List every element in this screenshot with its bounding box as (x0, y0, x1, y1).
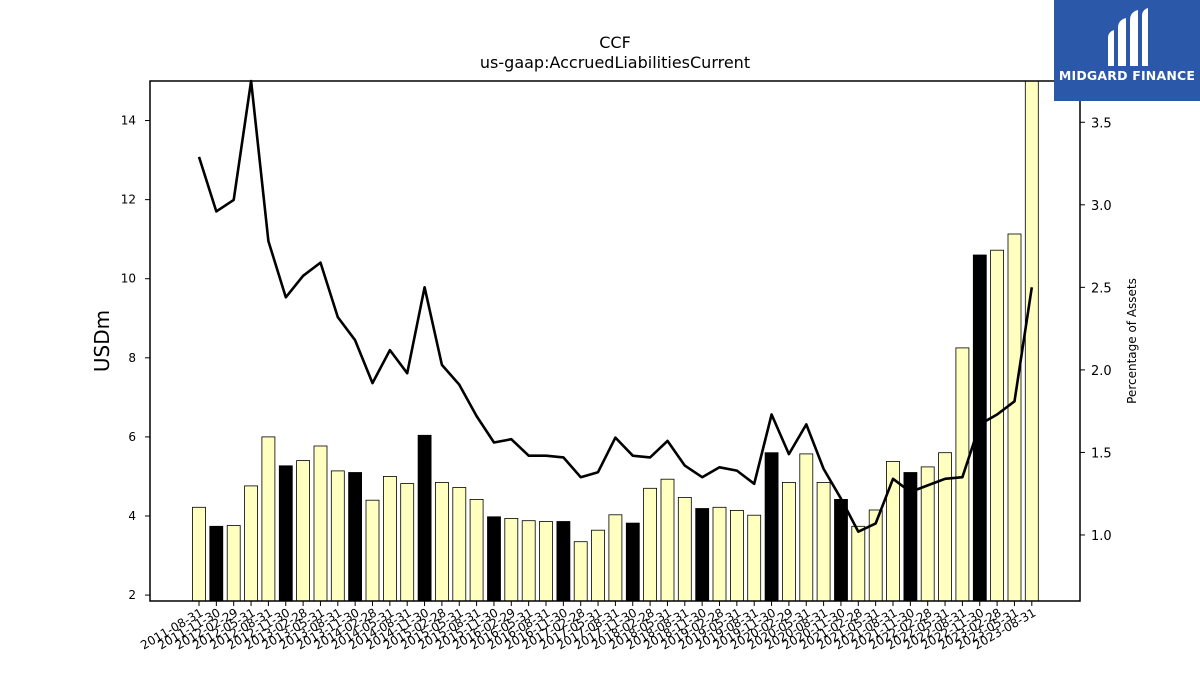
bar (851, 525, 866, 602)
bar (434, 481, 449, 602)
bar (400, 483, 415, 602)
y-tick-label-left: 4 (128, 509, 136, 523)
bar (834, 498, 848, 602)
bar (469, 498, 484, 602)
bar (382, 475, 397, 602)
bar (330, 470, 345, 602)
y-axis-right-label: Percentage of Assets (1125, 278, 1139, 404)
bar (452, 487, 467, 602)
series-line (197, 79, 1034, 534)
bar (573, 541, 588, 602)
bars-layer (192, 80, 1039, 602)
bar (365, 499, 380, 602)
bar (712, 506, 727, 602)
bar (487, 516, 501, 602)
bar (764, 452, 779, 602)
x-axis: 2011-08-312011-11-302012-02-292012-05-31… (138, 601, 1038, 652)
bar (504, 518, 519, 602)
bar (695, 508, 710, 602)
bar (625, 522, 640, 602)
chart-subtitle: us-gaap:AccruedLiabilitiesCurrent (480, 53, 750, 72)
y-tick-label-left: 2 (128, 588, 136, 602)
bar (417, 434, 432, 602)
left-axis: 2 4 6 8 10 12 14 (121, 114, 150, 602)
bar (660, 478, 675, 602)
y-axis-left-label: USDm (90, 310, 114, 372)
chart-title: CCF (599, 33, 631, 52)
bar (296, 460, 311, 602)
right-axis: 1.0 1.5 2.0 2.5 3.0 3.5 (1080, 116, 1112, 544)
bar (677, 496, 692, 602)
y-tick-label-left: 6 (128, 430, 136, 444)
bar (990, 249, 1004, 602)
y-tick-label-right: 2.0 (1091, 364, 1112, 379)
bar (938, 452, 952, 602)
bar (539, 521, 553, 602)
bar (192, 506, 206, 602)
y-tick-label-left: 10 (121, 272, 136, 286)
bar (816, 481, 831, 602)
bar (1007, 233, 1022, 602)
y-tick-label-left: 14 (121, 114, 136, 128)
line-layer (197, 79, 1034, 534)
logo-mark-icon (1108, 8, 1148, 66)
y-tick-label-right: 2.5 (1091, 281, 1112, 296)
bar (747, 514, 762, 602)
bar (1024, 80, 1039, 602)
bar (278, 465, 293, 602)
bar (730, 509, 744, 602)
y-tick-label-left: 12 (121, 193, 136, 207)
bar (782, 481, 796, 602)
brand-logo: MIDGARD FINANCE (1054, 0, 1200, 101)
bar (226, 525, 241, 602)
y-tick-label-right: 1.0 (1091, 529, 1112, 544)
bar (556, 521, 571, 602)
bar (521, 520, 536, 602)
y-tick-label-left: 8 (128, 351, 136, 365)
y-tick-label-right: 1.5 (1091, 446, 1112, 461)
bar (608, 514, 623, 602)
bar (244, 485, 259, 602)
bar (643, 487, 657, 602)
bar (209, 525, 224, 602)
bar (261, 436, 276, 602)
bar (348, 472, 363, 602)
y-tick-label-right: 3.0 (1091, 199, 1112, 214)
bar (799, 453, 814, 602)
logo-text: MIDGARD FINANCE (1058, 68, 1196, 83)
bar (313, 445, 328, 602)
y-tick-label-right: 3.5 (1091, 116, 1112, 131)
bar (591, 529, 605, 602)
